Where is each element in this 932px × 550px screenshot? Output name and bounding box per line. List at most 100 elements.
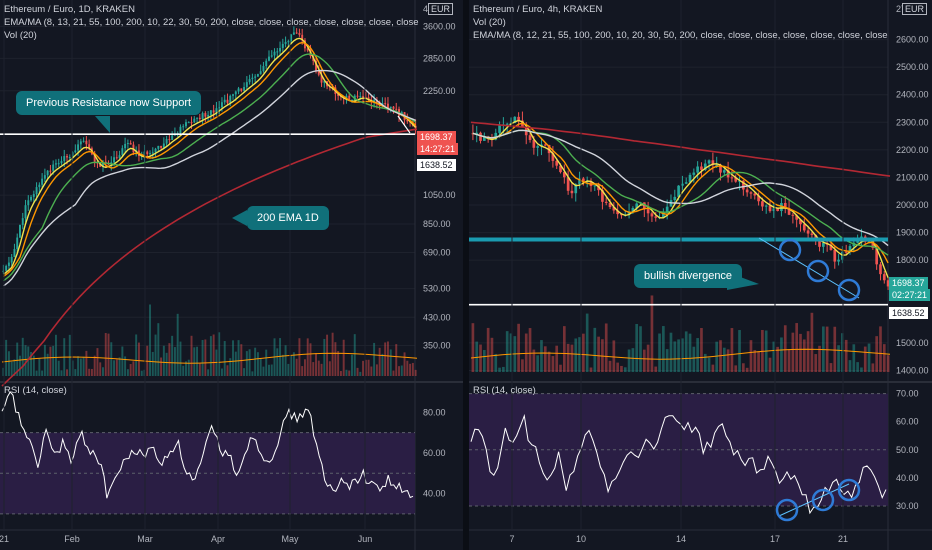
candle-body: [536, 146, 539, 148]
candle-body: [837, 259, 840, 262]
volume-bar: [521, 359, 524, 372]
four-hour-volume-legend[interactable]: Vol (20): [473, 17, 506, 28]
volume-bar: [137, 342, 140, 376]
volume-bar: [837, 345, 840, 372]
candle-body: [32, 194, 35, 197]
candle-body: [301, 34, 304, 41]
highlight-circle: [811, 488, 835, 512]
candle-body: [160, 145, 163, 148]
candle-body: [54, 163, 57, 165]
candle-body: [185, 122, 187, 127]
candle-body: [240, 88, 243, 91]
volume-bar: [115, 359, 118, 376]
candle-body: [121, 148, 124, 156]
volume-bar: [814, 354, 818, 372]
volume-bar: [742, 363, 745, 372]
volume-bar: [400, 365, 403, 376]
volume-bar: [353, 334, 356, 376]
candle-body: [187, 122, 190, 124]
candle-body: [574, 184, 578, 194]
candle-body: [279, 48, 282, 52]
volume-bar: [860, 367, 863, 372]
volume-bar: [681, 338, 684, 372]
four-hour-ema-legend[interactable]: EMA/MA (8, 12, 21, 55, 100, 200, 10, 20,…: [473, 30, 888, 41]
candle-body: [585, 181, 589, 183]
candle-body: [356, 95, 359, 97]
candle-body: [875, 247, 879, 265]
panel-divider[interactable]: [463, 0, 469, 550]
ema-yellow-line: [2, 37, 417, 275]
candle-body: [102, 161, 104, 167]
candle-body: [818, 240, 821, 247]
candle-body: [406, 120, 409, 122]
candle-body: [113, 157, 116, 163]
volume-bar: [88, 368, 91, 376]
volume-bar: [677, 339, 680, 372]
candle-body: [215, 108, 218, 113]
daily-chart-panel[interactable]: 3600.00 2850.00 2250.00 1050.00 850.00 690.00…: [0, 0, 463, 550]
volume-bar: [692, 346, 696, 372]
candle-body: [256, 74, 259, 77]
daily-ema-legend[interactable]: EMA/MA (8, 13, 21, 55, 100, 200, 10, 22,…: [4, 17, 419, 28]
price-axis-label: 2000.00: [896, 200, 929, 210]
candle-body: [124, 143, 127, 149]
volume-bar: [24, 345, 27, 376]
daily-volume-legend[interactable]: Vol (20): [4, 30, 37, 41]
volume-bar: [30, 351, 33, 376]
price-axis-label: 350.00: [423, 340, 451, 350]
volume-bar: [292, 352, 295, 376]
price-axis-label: 690.00: [423, 248, 451, 258]
four-hour-chart-panel[interactable]: 2600.00 2500.00 2400.00 2300.00 2200.00 2100.…: [469, 0, 932, 550]
rsi-axis-label: 70.00: [896, 389, 919, 399]
price-axis-label: 2850.00: [423, 53, 456, 63]
volume-bar: [223, 341, 226, 376]
volume-bar: [730, 328, 734, 372]
rsi-line: [1, 391, 414, 499]
four-hour-rsi-legend[interactable]: RSI (14, close): [473, 385, 536, 396]
trend-arrow: [397, 115, 411, 134]
candle-body: [734, 177, 738, 182]
four-hour-chart-canvas[interactable]: 2600.00 2500.00 2400.00 2300.00 2200.00 2100.…: [469, 0, 932, 550]
volume-bar: [738, 330, 741, 372]
candle-body: [24, 205, 27, 219]
callout-200-ema[interactable]: 200 EMA 1D: [247, 206, 329, 230]
candle-body: [5, 265, 8, 271]
candle-body: [290, 34, 293, 42]
daily-symbol-title[interactable]: Ethereum / Euro, 1D, KRAKEN: [4, 4, 135, 15]
four-hour-symbol-title[interactable]: Ethereum / Euro, 4h, KRAKEN: [473, 4, 603, 15]
volume-bar: [32, 355, 35, 376]
candle-body: [46, 170, 49, 176]
candle-body: [772, 208, 776, 212]
candle-body: [287, 41, 290, 43]
volume-bar: [2, 367, 5, 376]
volume-bar: [185, 361, 187, 376]
candle-body: [276, 51, 279, 53]
volume-bar: [711, 364, 715, 372]
volume-bar: [589, 367, 593, 372]
candle-body: [570, 190, 574, 194]
volume-bar: [66, 369, 68, 376]
volume-bar: [60, 370, 63, 376]
volume-bar: [403, 352, 406, 376]
daily-rsi-legend[interactable]: RSI (14, close): [4, 385, 67, 396]
candle-body: [604, 201, 608, 203]
volume-bar: [707, 357, 711, 372]
candle-body: [245, 82, 248, 87]
callout-previous-resistance[interactable]: Previous Resistance now Support: [16, 91, 202, 115]
candle-body: [362, 96, 365, 98]
candle-body: [237, 88, 240, 92]
volume-bar: [528, 328, 532, 372]
daily-chart-canvas[interactable]: 3600.00 2850.00 2250.00 1050.00 850.00 690.00…: [0, 0, 463, 550]
time-axis-label: 10: [576, 534, 586, 544]
callout-bullish-divergence[interactable]: bullish divergence: [634, 264, 743, 288]
candle-body: [151, 152, 154, 154]
volume-bar: [356, 367, 359, 376]
volume-bar: [406, 360, 409, 376]
volume-bar: [7, 351, 10, 376]
volume-bar: [19, 355, 21, 376]
volume-bar: [198, 363, 201, 376]
candle-body: [88, 144, 91, 149]
candle-body: [223, 99, 226, 103]
highlight-circle: [775, 498, 799, 522]
price-axis-label: 1400.00: [896, 365, 929, 375]
